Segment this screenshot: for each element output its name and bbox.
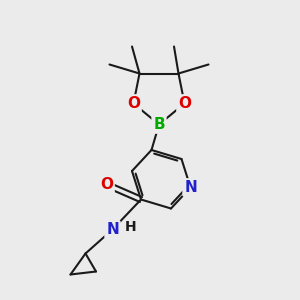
Text: O: O	[127, 96, 140, 111]
Text: B: B	[153, 117, 165, 132]
Text: O: O	[100, 177, 113, 192]
Text: O: O	[178, 96, 191, 111]
Text: N: N	[106, 222, 119, 237]
Text: N: N	[184, 180, 197, 195]
Text: H: H	[125, 220, 137, 234]
